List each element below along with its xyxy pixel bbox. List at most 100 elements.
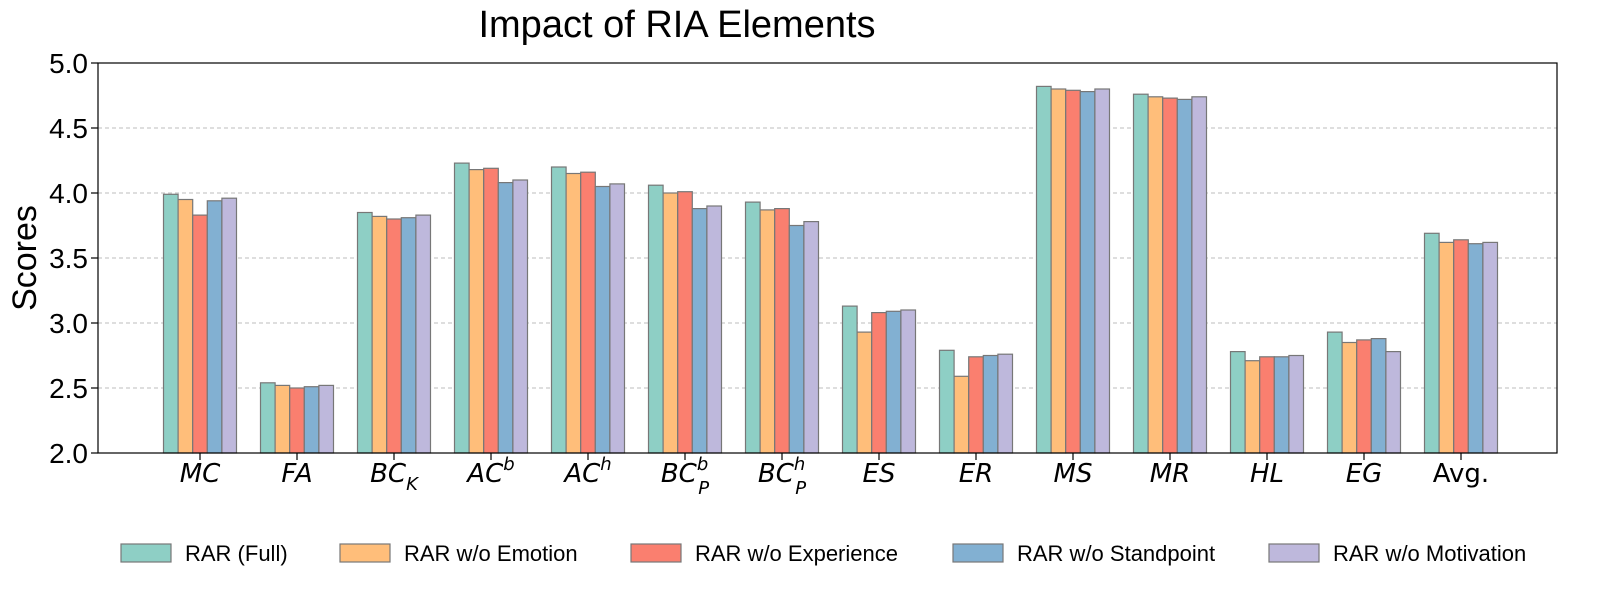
x-tick-label: FA [281, 459, 312, 489]
bar [162, 193, 179, 454]
chart-title: Impact of RIA Elements [478, 4, 875, 46]
bar [386, 218, 402, 454]
series-0 [162, 85, 1440, 454]
bar [594, 185, 611, 454]
bar [774, 208, 790, 454]
bar [1094, 88, 1111, 454]
bar [483, 167, 499, 454]
bar [885, 310, 902, 454]
bar [497, 182, 514, 454]
legend: RAR (Full) RAR w/o Emotion RAR w/o Experie… [120, 541, 1526, 566]
bar [1453, 239, 1469, 454]
y-tick-label: 2.5 [49, 373, 88, 404]
legend-label: RAR w/o Experience [695, 541, 898, 566]
bar [1423, 232, 1440, 454]
x-tick-label: BCb P [661, 454, 709, 499]
bar [609, 183, 626, 454]
series-2 [192, 89, 1469, 454]
bar [206, 200, 223, 454]
bar [1065, 89, 1081, 454]
bar [1326, 331, 1343, 454]
bar [1229, 351, 1246, 454]
grid-lines [98, 127, 1557, 389]
bar [856, 331, 873, 454]
legend-swatch [952, 543, 1004, 563]
x-tick-label: BCh P [758, 454, 806, 499]
bar [759, 209, 776, 454]
y-tick-label: 4.5 [49, 113, 88, 144]
bar [415, 214, 432, 454]
x-tick-label: MS [1054, 459, 1093, 489]
bar [303, 386, 320, 454]
bar [788, 224, 805, 454]
bar [565, 172, 582, 454]
x-tick-label: BCK [370, 459, 419, 495]
bar [691, 208, 708, 454]
bar [1191, 96, 1208, 454]
y-tick-label: 2.0 [49, 438, 88, 469]
legend-label: RAR w/o Motivation [1333, 541, 1526, 566]
bar [938, 349, 955, 454]
bar [371, 215, 388, 454]
legend-swatch [1268, 543, 1320, 563]
x-tick-label: ACb [465, 454, 514, 489]
legend-item: RAR w/o Standpoint [952, 541, 1215, 566]
bar [177, 198, 194, 454]
bar [1467, 243, 1484, 454]
bar [274, 384, 291, 454]
x-axis-ticks: MC FA BCK ACb ACh BCb P BCh P ES ER MS MR HL EG Avg. [180, 453, 1489, 499]
bar [1341, 341, 1358, 454]
series-4 [221, 88, 1499, 454]
bar [356, 211, 373, 454]
y-axis-label: Scores [6, 205, 44, 311]
legend-swatch [120, 543, 172, 563]
legend-item: RAR (Full) [120, 541, 288, 566]
y-tick-label: 3.0 [49, 308, 88, 339]
bar [900, 309, 917, 454]
bar [580, 171, 596, 454]
x-tick-label: MC [180, 459, 221, 489]
bar [1079, 90, 1096, 454]
legend-label: RAR w/o Emotion [404, 541, 578, 566]
bar [453, 162, 470, 454]
x-tick-label: Avg. [1433, 459, 1489, 489]
bar [468, 169, 485, 454]
bar [968, 356, 984, 454]
x-tick-label: EG [1346, 459, 1383, 489]
bar [953, 375, 970, 454]
y-axis-ticks: 2.0 2.5 3.0 3.5 4.0 4.5 5.0 [49, 48, 98, 469]
bar [192, 214, 208, 454]
y-tick-label: 5.0 [49, 48, 88, 79]
bar [259, 382, 276, 454]
bar [677, 191, 693, 454]
bar [550, 166, 567, 454]
legend-label: RAR (Full) [185, 541, 288, 566]
legend-swatch [339, 543, 391, 563]
y-tick-label: 3.5 [49, 243, 88, 274]
bar [803, 221, 820, 454]
bar [647, 184, 664, 454]
bar [1147, 96, 1164, 454]
legend-item: RAR w/o Emotion [339, 541, 578, 566]
bar [221, 197, 238, 454]
bar [289, 387, 305, 454]
legend-item: RAR w/o Motivation [1268, 541, 1526, 566]
bar [1356, 339, 1372, 454]
x-tick-label: ES [863, 459, 896, 489]
bar [997, 353, 1014, 454]
x-tick-label: ACh [562, 454, 611, 489]
legend-label: RAR w/o Standpoint [1017, 541, 1215, 566]
bar [662, 192, 679, 454]
bar [982, 354, 999, 454]
bar [1288, 354, 1305, 454]
bar [1259, 356, 1275, 454]
x-tick-label: MR [1150, 459, 1191, 489]
bar [1385, 351, 1402, 454]
x-tick-label: HL [1250, 459, 1284, 489]
y-tick-label: 4.0 [49, 178, 88, 209]
bar [1035, 85, 1052, 454]
bar [1370, 338, 1387, 454]
legend-item: RAR w/o Experience [630, 541, 898, 566]
bar [512, 179, 529, 454]
